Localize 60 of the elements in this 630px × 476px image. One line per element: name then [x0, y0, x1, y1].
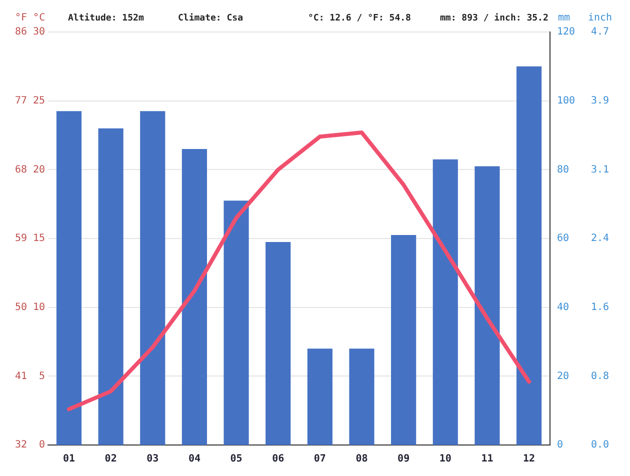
- bar: [516, 66, 542, 445]
- x-tick-label: 06: [272, 454, 284, 465]
- y2-axis-title: mm: [558, 12, 570, 24]
- text: 4.7: [590, 26, 610, 38]
- y3-tick-label: 41: [14, 370, 28, 382]
- text: Altitude: 152m: [68, 12, 144, 24]
- y3-tick-label: 59: [14, 233, 28, 244]
- y2-tick-label: 0: [556, 440, 563, 451]
- y3-tick-label: 77: [14, 95, 28, 106]
- text: 3.1: [590, 164, 610, 176]
- text: 0.8: [590, 370, 610, 382]
- bar: [307, 348, 332, 445]
- bar: [266, 242, 291, 445]
- text: mm: 893 / inch: 35.2: [440, 12, 548, 24]
- y3-tick-label: 50: [14, 302, 28, 313]
- text: Climate: Csa: [178, 12, 244, 24]
- text: 0.0: [590, 440, 610, 451]
- y3-tick-label: 32: [14, 440, 28, 451]
- x-tick-label: 03: [146, 454, 159, 465]
- bar: [140, 111, 166, 445]
- x-tick-label: 02: [104, 454, 117, 465]
- x-tick-label: 05: [230, 454, 242, 465]
- y2-tick-label: 80: [556, 164, 569, 176]
- x-tick-label: 11: [481, 454, 494, 465]
- x-tick-label: 09: [398, 454, 410, 465]
- x-tick-label: 10: [439, 454, 452, 465]
- bar: [224, 200, 249, 445]
- x-tick-label: 04: [188, 454, 200, 465]
- y3-tick-label: 68: [14, 164, 28, 176]
- bar: [391, 235, 416, 445]
- bar: [98, 128, 124, 445]
- y2-tick-label: 20: [556, 370, 569, 382]
- y3-tick-label: 86: [14, 26, 28, 38]
- text: °C: 12.6 / °F: 54.8: [308, 13, 411, 24]
- x-tick-label: 12: [523, 454, 536, 465]
- y2-tick-label: 120: [556, 26, 575, 38]
- text: 3.9: [590, 95, 610, 106]
- bar: [349, 348, 374, 445]
- y-tick-label: 15: [33, 233, 46, 244]
- y2-tick-label: 100: [556, 95, 575, 106]
- x-tick-label: 07: [314, 454, 326, 465]
- y2-tick-label: 40: [556, 302, 569, 313]
- y-tick-label: 10: [33, 302, 46, 313]
- y-tick-label: 25: [33, 95, 46, 106]
- y-tick-label: 0: [39, 440, 46, 451]
- x-tick-label: 08: [356, 454, 368, 465]
- bar: [432, 159, 458, 445]
- bar: [182, 149, 208, 445]
- text: inch: [588, 12, 612, 24]
- y-tick-label: 5: [39, 370, 46, 382]
- y2-tick-label: 60: [556, 233, 569, 244]
- y-tick-label: 30: [33, 26, 46, 38]
- y-tick-label: 20: [33, 164, 46, 176]
- bar: [474, 166, 500, 445]
- bar: [56, 111, 82, 445]
- x-tick-label: 01: [62, 454, 76, 465]
- y-axis-title: °C: [33, 12, 46, 24]
- y3-axis-title: °F: [14, 12, 28, 24]
- text: 2.4: [590, 233, 610, 244]
- text: 1.6: [590, 302, 610, 313]
